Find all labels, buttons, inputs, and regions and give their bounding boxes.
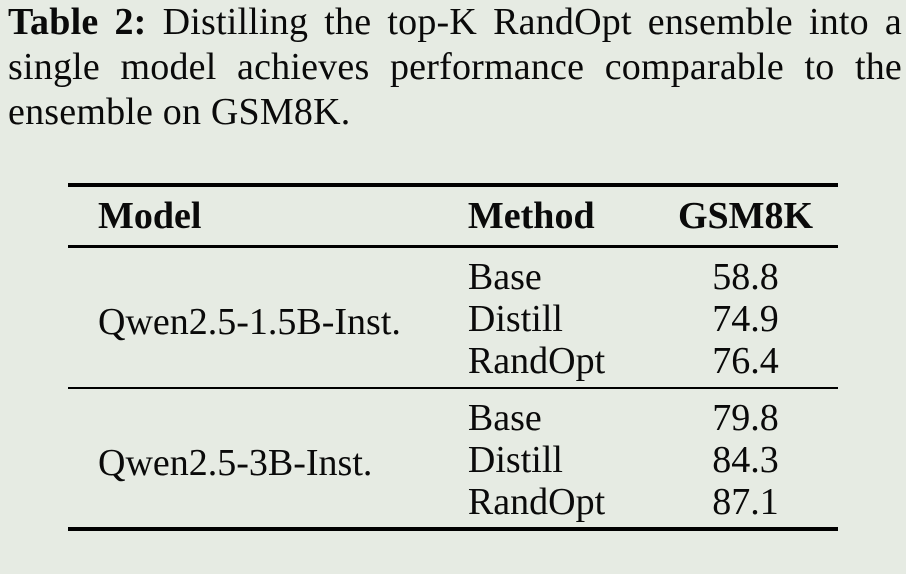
table-row: Qwen2.5-1.5B-Inst. Base 58.8 (68, 246, 838, 341)
table-row: Distill 74.9 (68, 296, 838, 342)
caption-line-2: single model achieves performance compar… (8, 46, 902, 88)
table-group-2: Qwen2.5-3B-Inst. Base 79.8 Distill 84.3 … (68, 387, 838, 529)
caption-line-3: ensemble on GSM8K. (8, 91, 351, 133)
header-model: Model (68, 185, 466, 248)
method-cell: RandOpt (467, 340, 606, 382)
table-row: Qwen2.5-3B-Inst. Base 79.8 (68, 388, 838, 482)
method-cell: RandOpt (467, 480, 606, 523)
results-table-wrap: Model Method GSM8K Qwen2.5-1.5B-Inst. Ba… (68, 183, 838, 531)
header-gsm8k: GSM8K (653, 185, 838, 248)
table-row: RandOpt 76.4 (68, 342, 838, 388)
table-row: Distill 84.3 (68, 437, 838, 483)
model-name-cell: Qwen2.5-3B-Inst. (98, 441, 373, 484)
gsm8k-value-cell: 87.1 (712, 480, 779, 523)
method-cell: Distill (467, 438, 563, 481)
method-cell: Distill (467, 297, 563, 340)
results-table: Model Method GSM8K Qwen2.5-1.5B-Inst. Ba… (68, 183, 838, 531)
header-row: Model Method GSM8K (68, 185, 838, 248)
caption-line-1: Table 2: Distilling the top-K RandOpt en… (8, 0, 902, 45)
gsm8k-value-cell: 84.3 (712, 438, 779, 481)
table-group-1: Qwen2.5-1.5B-Inst. Base 58.8 Distill 74.… (68, 246, 838, 388)
method-cell: Base (467, 255, 542, 298)
header-method: Method (465, 185, 654, 248)
model-name-cell: Qwen2.5-1.5B-Inst. (98, 301, 401, 343)
gsm8k-value-cell: 76.4 (712, 340, 779, 382)
gsm8k-value-cell: 74.9 (712, 297, 779, 340)
caption-line-1-text: Distilling the top-K RandOpt ensemble in… (146, 1, 902, 43)
gsm8k-value-cell: 79.8 (712, 396, 779, 439)
gsm8k-value-cell: 58.8 (712, 255, 779, 298)
caption-table-label: Table 2: (8, 1, 147, 43)
table-row: RandOpt 87.1 (68, 483, 838, 529)
table-caption: Table 2: Distilling the top-K RandOpt en… (8, 0, 902, 135)
method-cell: Base (467, 396, 542, 439)
table-header: Model Method GSM8K (68, 185, 838, 248)
